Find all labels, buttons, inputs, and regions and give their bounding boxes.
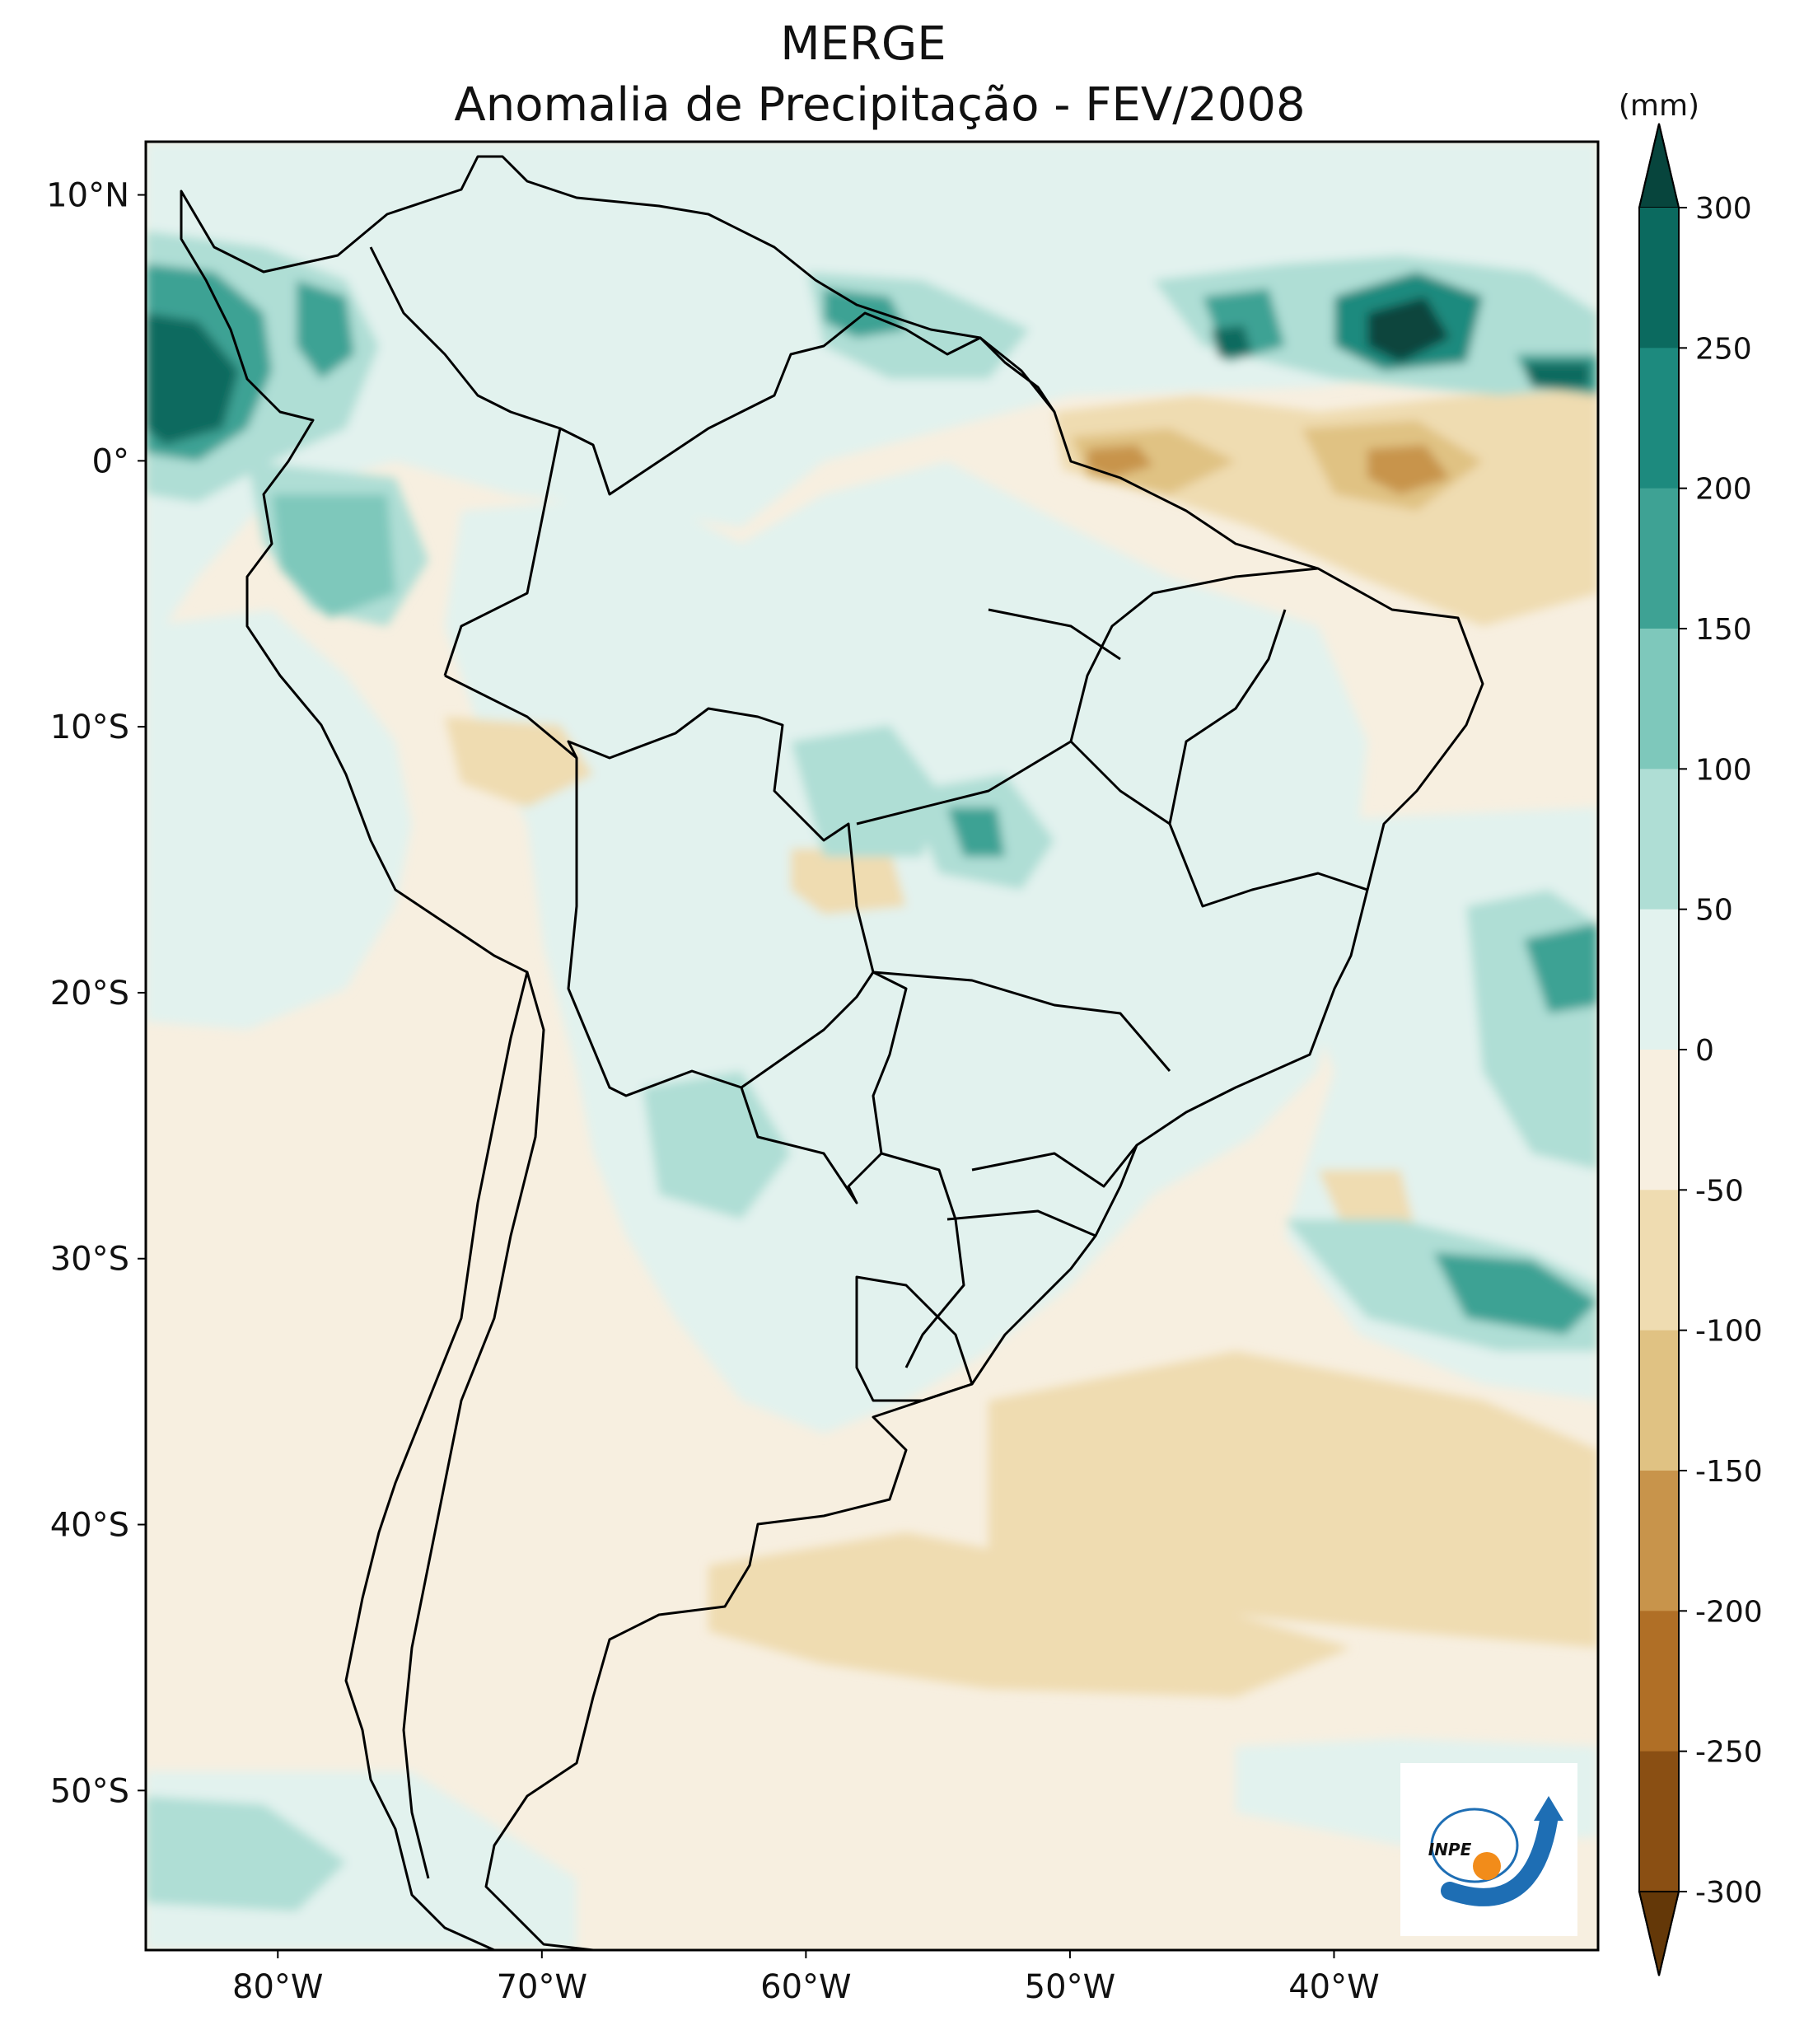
- anomaly-negative-dark: [1367, 445, 1450, 494]
- anomaly-positive-max: [1367, 297, 1450, 362]
- border-brazil: [444, 674, 965, 1368]
- colorbar-segment: [1639, 1050, 1679, 1190]
- colorbar-segment: [1639, 1190, 1679, 1331]
- coastline-south-america: [180, 155, 1484, 1950]
- anomaly-positive-max: [1524, 362, 1590, 387]
- lat-tick-labels: 10°N 0° 10°S 20°S 30°S 40°S 50°S: [46, 177, 146, 1810]
- chart-subtitle: Anomalia de Precipitação - FEV/2008: [454, 78, 1305, 132]
- anomaly-positive-light: [146, 610, 412, 1030]
- colorbar-tick-label: 200: [1695, 473, 1752, 507]
- lat-tick-label: 50°S: [50, 1772, 129, 1810]
- border-paraguay: [740, 1087, 883, 1204]
- border-andean: [369, 246, 562, 676]
- border-bolivia: [567, 758, 875, 1097]
- colorbar-tick-label: 0: [1695, 1034, 1714, 1068]
- anomaly-positive-strong: [1524, 923, 1598, 1013]
- anomaly-negative-light: [988, 1351, 1598, 1648]
- border-states-7: [988, 608, 1121, 661]
- anomaly-field: [146, 142, 1598, 1950]
- colorbar-segment: [1639, 629, 1679, 769]
- anomaly-positive-light: [146, 142, 1598, 626]
- colorbar-tick-label: -200: [1695, 1595, 1763, 1629]
- lat-tick-label: 0°: [92, 442, 129, 480]
- lat-tick-label: 40°S: [50, 1507, 129, 1545]
- border-states-3: [1069, 740, 1368, 908]
- colorbar: (mm) 300 250 200 150 100 50 0 -50 -100 -150 -200 -2…: [1619, 89, 1763, 1976]
- colorbar-segment: [1639, 909, 1679, 1050]
- lat-tick-label: 30°S: [50, 1241, 129, 1279]
- colorbar-extend-min: [1638, 1891, 1680, 1976]
- anomaly-positive-max: [146, 313, 239, 445]
- inpe-logo: INPE: [1400, 1763, 1577, 1936]
- anomaly-positive-strong: [947, 807, 1005, 857]
- colorbar-segment: [1639, 1471, 1679, 1611]
- anomaly-positive-strong: [1433, 1252, 1598, 1335]
- colorbar-tick-label: 300: [1695, 192, 1752, 226]
- colorbar-tick-label: 150: [1695, 613, 1752, 647]
- anomaly-negative-dark: [1087, 445, 1153, 478]
- colorbar-tick-label: -250: [1695, 1736, 1763, 1770]
- colorbar-segment: [1639, 348, 1679, 489]
- colorbar-tick-label: 100: [1695, 753, 1752, 787]
- colorbar-segment: [1639, 1330, 1679, 1471]
- anomaly-positive-max: [1211, 325, 1252, 358]
- anomaly-positive-mid: [791, 725, 939, 857]
- colorbar-tick-label: 250: [1695, 332, 1752, 366]
- borders: [180, 155, 1484, 1950]
- map-frame: [144, 140, 1600, 1952]
- anomaly-positive-mid: [146, 1796, 346, 1911]
- border-uruguay: [855, 1275, 974, 1402]
- lon-tick-label: 60°W: [760, 1968, 851, 2006]
- lon-tick-label: 70°W: [497, 1968, 587, 2006]
- lon-tick-label: 80°W: [232, 1968, 323, 2006]
- inpe-logo-text: INPE: [1428, 1840, 1472, 1859]
- colorbar-segment: [1639, 1751, 1679, 1892]
- lat-tick-label: 10°N: [46, 177, 129, 215]
- border-states-4: [971, 1144, 1138, 1188]
- colorbar-segment: [1639, 769, 1679, 910]
- colorbar-tick-label: -300: [1695, 1876, 1763, 1910]
- colorbar-tick-label: -150: [1695, 1455, 1763, 1489]
- lat-tick-label: 10°S: [50, 709, 129, 746]
- anomaly-positive-strong: [297, 280, 354, 379]
- colorbar-tick-label: -100: [1695, 1315, 1763, 1349]
- anomaly-positive-mid: [643, 1071, 791, 1219]
- lat-tick-label: 20°S: [50, 975, 129, 1013]
- border-states-1: [856, 567, 1319, 826]
- anomaly-negative-light: [791, 849, 906, 914]
- border-brazil-north: [559, 311, 1056, 496]
- anomaly-positive-strong: [272, 494, 395, 618]
- colorbar-segment: [1639, 208, 1679, 348]
- colorbar-unit: (mm): [1619, 89, 1699, 123]
- border-states-5: [946, 1209, 1096, 1237]
- colorbar-tick-label: 50: [1695, 894, 1733, 928]
- colorbar-segment: [1639, 1611, 1679, 1752]
- lon-tick-label: 40°W: [1288, 1968, 1379, 2006]
- anomaly-negative-light: [708, 1532, 1351, 1697]
- border-states-6: [1168, 609, 1287, 825]
- map-panel: INPE: [146, 142, 1598, 1950]
- lon-tick-labels: 80°W 70°W 60°W 50°W 40°W: [232, 1950, 1380, 2006]
- colorbar-extend-max: [1638, 123, 1680, 208]
- chart-title: MERGE: [780, 17, 946, 71]
- lon-tick-label: 50°W: [1025, 1968, 1115, 2006]
- border-states-2: [872, 971, 1171, 1072]
- border-argentina-chile: [402, 971, 545, 1879]
- colorbar-tick-label: -50: [1695, 1174, 1744, 1208]
- colorbar-segment: [1639, 488, 1679, 629]
